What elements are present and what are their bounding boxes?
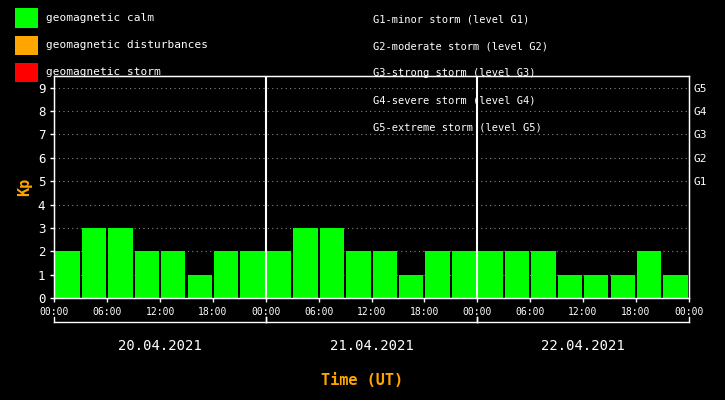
Bar <box>294 228 318 298</box>
Text: 21.04.2021: 21.04.2021 <box>330 339 413 353</box>
Bar <box>135 251 159 298</box>
Text: G4-severe storm (level G4): G4-severe storm (level G4) <box>373 96 536 106</box>
Bar <box>373 251 397 298</box>
Bar <box>531 251 555 298</box>
Bar <box>558 275 582 298</box>
Bar <box>108 228 133 298</box>
Text: G5-extreme storm (level G5): G5-extreme storm (level G5) <box>373 123 542 133</box>
Bar <box>663 275 688 298</box>
Bar <box>637 251 661 298</box>
Bar <box>55 251 80 298</box>
Text: Time (UT): Time (UT) <box>321 373 404 388</box>
Bar <box>505 251 529 298</box>
Bar <box>214 251 239 298</box>
Bar <box>161 251 186 298</box>
Text: 22.04.2021: 22.04.2021 <box>541 339 625 353</box>
Bar <box>452 251 476 298</box>
Text: geomagnetic storm: geomagnetic storm <box>46 68 161 78</box>
Bar <box>426 251 450 298</box>
Bar <box>188 275 212 298</box>
Bar <box>82 228 106 298</box>
Bar <box>320 228 344 298</box>
Bar <box>241 251 265 298</box>
Y-axis label: Kp: Kp <box>17 178 33 196</box>
Bar <box>610 275 635 298</box>
Text: G1-minor storm (level G1): G1-minor storm (level G1) <box>373 14 530 24</box>
Text: geomagnetic calm: geomagnetic calm <box>46 13 154 23</box>
Text: G2-moderate storm (level G2): G2-moderate storm (level G2) <box>373 41 548 51</box>
Bar <box>478 251 502 298</box>
Text: geomagnetic disturbances: geomagnetic disturbances <box>46 40 208 50</box>
Bar <box>346 251 370 298</box>
Text: G3-strong storm (level G3): G3-strong storm (level G3) <box>373 68 536 78</box>
Bar <box>267 251 291 298</box>
Bar <box>399 275 423 298</box>
Text: 20.04.2021: 20.04.2021 <box>118 339 202 353</box>
Bar <box>584 275 608 298</box>
